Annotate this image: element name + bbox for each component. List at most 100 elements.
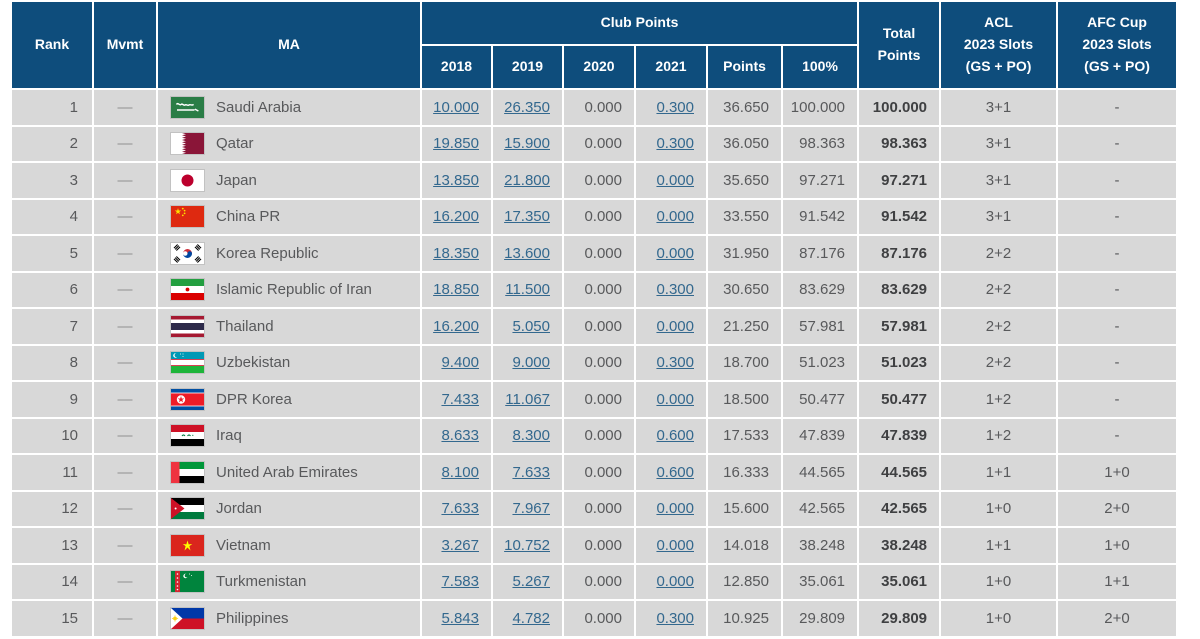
points-2021-link[interactable]: 0.000 — [656, 171, 694, 189]
points-2018-cell: 5.843 — [422, 601, 491, 636]
points-2018-link[interactable]: 9.400 — [441, 354, 479, 372]
total-points-cell: 97.271 — [859, 163, 940, 198]
points-2018-link[interactable]: 7.633 — [441, 500, 479, 518]
rank-cell: 8 — [12, 345, 92, 380]
points-2018-link[interactable]: 7.433 — [441, 390, 479, 408]
total-points-cell: 44.565 — [859, 455, 940, 490]
points-2021-link[interactable]: 0.300 — [656, 354, 694, 372]
points-2019-cell: 13.600 — [493, 236, 562, 271]
rank-cell: 12 — [12, 491, 92, 526]
total-points-cell: 83.629 — [859, 272, 940, 307]
points-2019-link[interactable]: 17.350 — [504, 208, 550, 226]
points-2018-link[interactable]: 8.633 — [441, 427, 479, 445]
rank-cell: 1 — [12, 90, 92, 125]
afc-cup-slots-cell: - — [1058, 163, 1177, 198]
points-2018-cell: 16.200 — [422, 199, 491, 234]
points-2019-link[interactable]: 7.967 — [512, 500, 550, 518]
points-2018-link[interactable]: 13.850 — [433, 171, 479, 189]
points-2018-link[interactable]: 5.843 — [441, 609, 479, 627]
points-column-header: Points — [708, 46, 781, 88]
pct-cell: 42.565 — [783, 491, 858, 526]
pct-cell: 44.565 — [783, 455, 858, 490]
mvmt-cell: — — [94, 601, 156, 636]
rank-cell: 13 — [12, 528, 92, 563]
acl-slots-cell: 1+0 — [941, 601, 1057, 636]
points-2018-link[interactable]: 16.200 — [433, 317, 479, 335]
points-2021-link[interactable]: 0.300 — [656, 98, 694, 116]
points-sum-cell: 12.850 — [708, 564, 781, 599]
pct-cell: 87.176 — [783, 236, 858, 271]
points-2021-link[interactable]: 0.300 — [656, 609, 694, 627]
points-2019-link[interactable]: 13.600 — [504, 244, 550, 262]
afc-cup-slots-cell: 1+0 — [1058, 455, 1177, 490]
points-2021-link[interactable]: 0.300 — [656, 281, 694, 299]
points-2021-cell: 0.000 — [636, 199, 706, 234]
flag-cn-icon — [171, 206, 204, 228]
pct-cell: 97.271 — [783, 163, 858, 198]
points-2021-link[interactable]: 0.000 — [656, 244, 694, 262]
points-2019-link[interactable]: 9.000 — [512, 354, 550, 372]
flag-uz-icon — [171, 352, 204, 374]
points-2019-link[interactable]: 21.800 — [504, 171, 550, 189]
points-2018-link[interactable]: 8.100 — [441, 463, 479, 481]
ma-cell: Vietnam — [158, 528, 420, 563]
points-2018-link[interactable]: 7.583 — [441, 573, 479, 591]
points-2019-link[interactable]: 7.633 — [512, 463, 550, 481]
points-2019-cell: 7.633 — [493, 455, 562, 490]
points-2019-link[interactable]: 10.752 — [504, 536, 550, 554]
mvmt-cell: — — [94, 564, 156, 599]
rank-cell: 2 — [12, 126, 92, 161]
points-2019-link[interactable]: 15.900 — [504, 135, 550, 153]
points-2021-link[interactable]: 0.000 — [656, 536, 694, 554]
ma-cell: Islamic Republic of Iran — [158, 272, 420, 307]
points-2018-link[interactable]: 16.200 — [433, 208, 479, 226]
points-2018-cell: 16.200 — [422, 309, 491, 344]
points-2019-link[interactable]: 5.267 — [512, 573, 550, 591]
points-2019-cell: 21.800 — [493, 163, 562, 198]
pct-cell: 29.809 — [783, 601, 858, 636]
pct-cell: 98.363 — [783, 126, 858, 161]
points-2021-link[interactable]: 0.000 — [656, 500, 694, 518]
points-2018-link[interactable]: 18.350 — [433, 244, 479, 262]
points-2021-link[interactable]: 0.000 — [656, 317, 694, 335]
points-2021-link[interactable]: 0.000 — [656, 573, 694, 591]
points-2021-cell: 0.300 — [636, 90, 706, 125]
points-2021-cell: 0.600 — [636, 455, 706, 490]
points-2018-link[interactable]: 10.000 — [433, 98, 479, 116]
points-2018-link[interactable]: 19.850 — [433, 135, 479, 153]
points-2019-link[interactable]: 11.500 — [505, 281, 550, 299]
points-2019-link[interactable]: 4.782 — [512, 609, 550, 627]
pct-cell: 51.023 — [783, 345, 858, 380]
total-points-cell: 100.000 — [859, 90, 940, 125]
rank-cell: 14 — [12, 564, 92, 599]
points-2019-cell: 17.350 — [493, 199, 562, 234]
points-2019-link[interactable]: 8.300 — [512, 427, 550, 445]
points-2021-link[interactable]: 0.000 — [656, 390, 694, 408]
rank-cell: 15 — [12, 601, 92, 636]
points-2021-link[interactable]: 0.600 — [656, 427, 694, 445]
points-2020-cell: 0.000 — [564, 564, 634, 599]
total-points-cell: 42.565 — [859, 491, 940, 526]
points-2021-cell: 0.600 — [636, 418, 706, 453]
ma-cell: China PR — [158, 199, 420, 234]
table-row: 8 — Uzbekistan 9.400 9.000 0.000 0.300 1… — [12, 345, 1177, 380]
table-row: 10 — Iraq 8.633 8.300 0.000 0.600 17.533… — [12, 418, 1177, 453]
mvmt-cell: — — [94, 90, 156, 125]
points-2018-link[interactable]: 3.267 — [441, 536, 479, 554]
points-2021-link[interactable]: 0.600 — [656, 463, 694, 481]
ma-cell: United Arab Emirates — [158, 455, 420, 490]
points-2019-link[interactable]: 26.350 — [504, 98, 550, 116]
points-2021-link[interactable]: 0.000 — [656, 208, 694, 226]
afc-cup-slots-cell: 1+0 — [1058, 528, 1177, 563]
points-2021-link[interactable]: 0.300 — [656, 135, 694, 153]
rank-cell: 10 — [12, 418, 92, 453]
points-2019-link[interactable]: 5.050 — [512, 317, 550, 335]
points-sum-cell: 30.650 — [708, 272, 781, 307]
ma-name: Qatar — [216, 135, 254, 153]
points-2018-link[interactable]: 18.850 — [433, 281, 479, 299]
pct-cell: 57.981 — [783, 309, 858, 344]
points-2019-link[interactable]: 11.067 — [505, 390, 550, 408]
ma-cell: Saudi Arabia — [158, 90, 420, 125]
mvmt-cell: — — [94, 163, 156, 198]
points-2021-cell: 0.300 — [636, 272, 706, 307]
